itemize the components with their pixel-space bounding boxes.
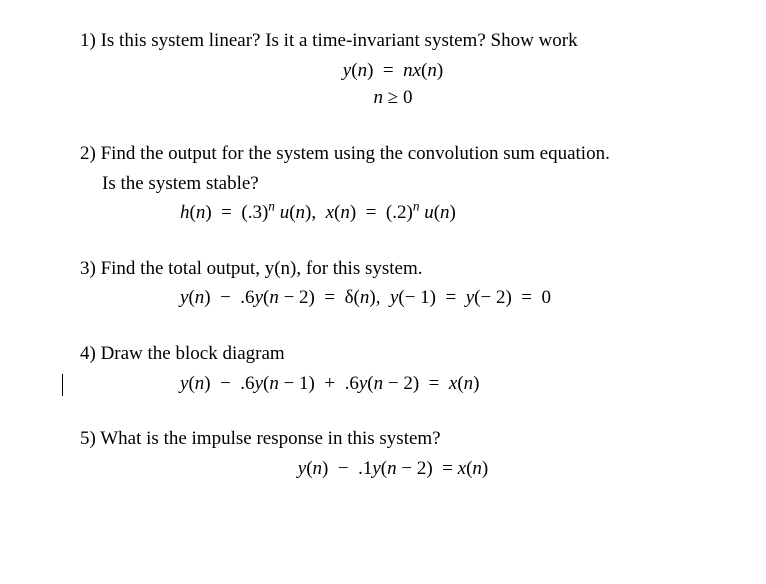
- problem-2-text: Find the output for the system using the…: [101, 143, 610, 164]
- problem-3: 3) Find the total output, y(n), for this…: [80, 256, 706, 311]
- problem-2-eq-1: h(n) = (.3)n u(n), x(n) = (.2)n u(n): [80, 200, 706, 226]
- problem-5: 5) What is the impulse response in this …: [80, 426, 706, 481]
- problem-2: 2) Find the output for the system using …: [80, 141, 706, 226]
- text-cursor: [62, 374, 63, 396]
- problem-1-eq-2: n ≥ 0: [80, 85, 706, 111]
- problem-3-eq-1: y(n) − .6y(n − 2) = δ(n), y(− 1) = y(− 2…: [80, 285, 706, 311]
- problem-4-text: Draw the block diagram: [101, 343, 285, 364]
- problem-4-eq-1: y(n) − .6y(n − 1) + .6y(n − 2) = x(n): [80, 371, 706, 397]
- problem-3-number: 3): [80, 258, 96, 279]
- problem-2-prompt-2: Is the system stable?: [80, 171, 706, 197]
- problem-1-number: 1): [80, 30, 96, 51]
- problem-4-prompt: 4) Draw the block diagram: [80, 341, 706, 367]
- problem-1: 1) Is this system linear? Is it a time-i…: [80, 28, 706, 111]
- problem-5-number: 5): [80, 428, 96, 449]
- problem-2-number: 2): [80, 143, 96, 164]
- problem-5-eq-1: y(n) − .1y(n − 2) = x(n): [80, 456, 706, 482]
- problem-1-text: Is this system linear? Is it a time-inva…: [101, 30, 578, 51]
- problem-3-prompt: 3) Find the total output, y(n), for this…: [80, 256, 706, 282]
- problem-1-eq-1: y(n) = nx(n): [80, 58, 706, 84]
- page: 1) Is this system linear? Is it a time-i…: [0, 0, 766, 482]
- problem-2-prompt: 2) Find the output for the system using …: [80, 141, 706, 167]
- problem-4-number: 4): [80, 343, 96, 364]
- problem-4: 4) Draw the block diagram y(n) − .6y(n −…: [80, 341, 706, 396]
- problem-1-prompt: 1) Is this system linear? Is it a time-i…: [80, 28, 706, 54]
- problem-3-text: Find the total output, y(n), for this sy…: [101, 258, 423, 279]
- problem-5-prompt: 5) What is the impulse response in this …: [80, 426, 706, 452]
- problem-5-text: What is the impulse response in this sys…: [100, 428, 440, 449]
